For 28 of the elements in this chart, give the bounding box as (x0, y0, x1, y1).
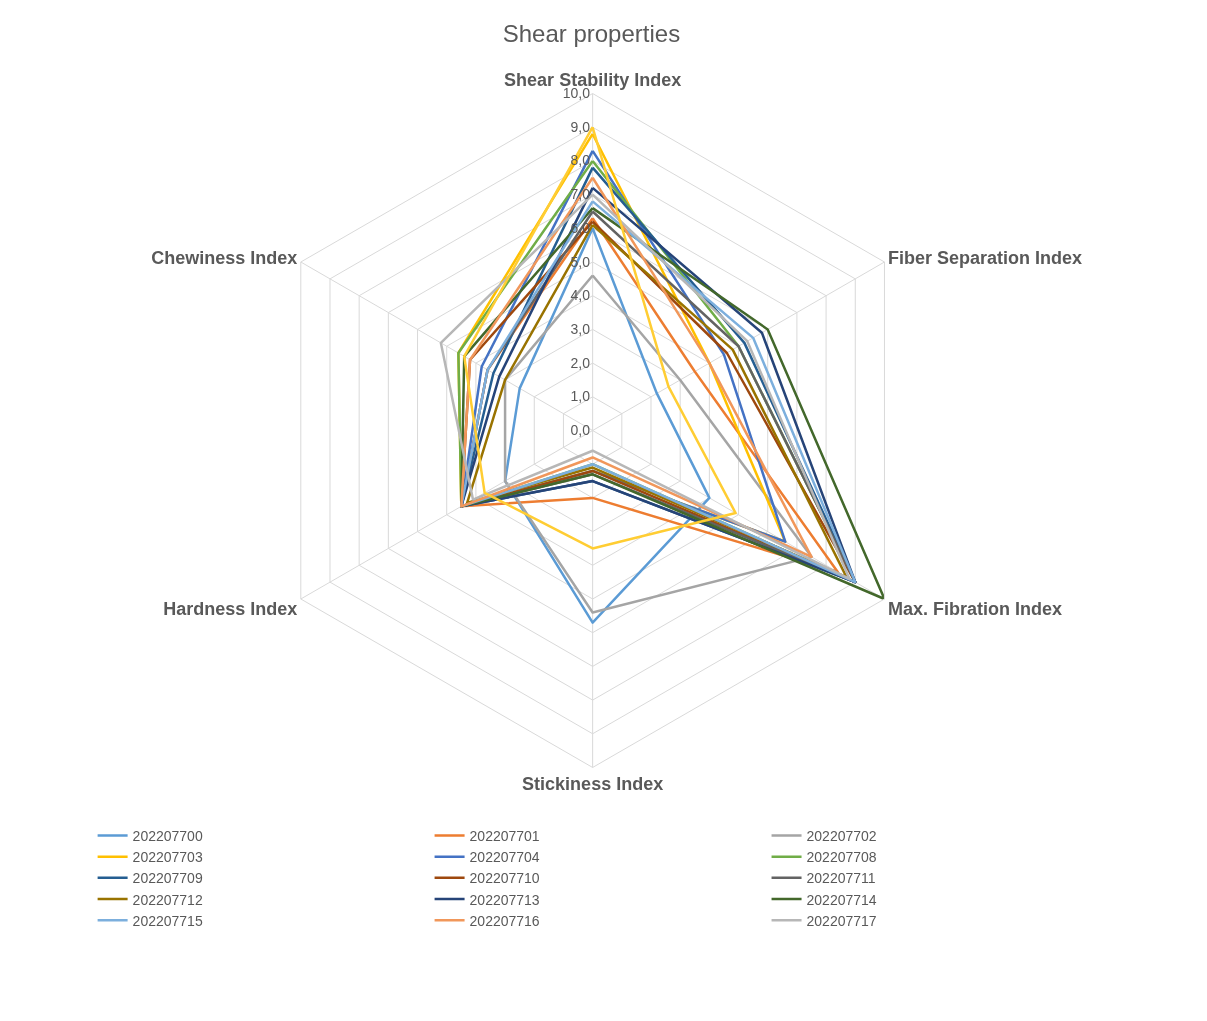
spoke-label: Hardness Index (163, 599, 298, 620)
legend-label: 202207717 (806, 912, 877, 929)
legend-label: 202207704 (469, 849, 540, 866)
legend-label: 202207702 (806, 827, 877, 844)
y-tick-label: 2,0 (570, 354, 591, 371)
spoke-label: Chewiness Index (151, 247, 298, 268)
legend-label: 202207701 (469, 827, 540, 844)
legend-label: 202207709 (132, 870, 203, 887)
y-tick-label: 0,0 (570, 422, 591, 439)
y-tick-label: 1,0 (570, 388, 591, 405)
legend-label: 202207710 (469, 870, 540, 887)
legend-label: 202207700 (132, 827, 203, 844)
y-tick-label: 3,0 (570, 320, 591, 337)
y-tick-label: 9,0 (570, 118, 591, 135)
legend-label: 202207714 (806, 891, 877, 908)
legend-label: 202207712 (132, 891, 203, 908)
legend-label: 202207715 (132, 912, 203, 929)
y-tick-label: 6,0 (570, 219, 591, 236)
spoke-label: Stickiness Index (522, 773, 664, 794)
spoke-label: Max. Fibration Index (888, 599, 1063, 620)
spoke-label: Fiber Separation Index (888, 247, 1083, 268)
legend-label: 202207716 (469, 912, 540, 929)
legend-label: 202207703 (132, 849, 203, 866)
y-tick-label: 4,0 (570, 287, 591, 304)
legend-label: 202207713 (469, 891, 540, 908)
chart-title: Shear properties (502, 20, 681, 48)
legend-label: 202207708 (806, 849, 877, 866)
legend-label: 202207711 (806, 870, 876, 887)
